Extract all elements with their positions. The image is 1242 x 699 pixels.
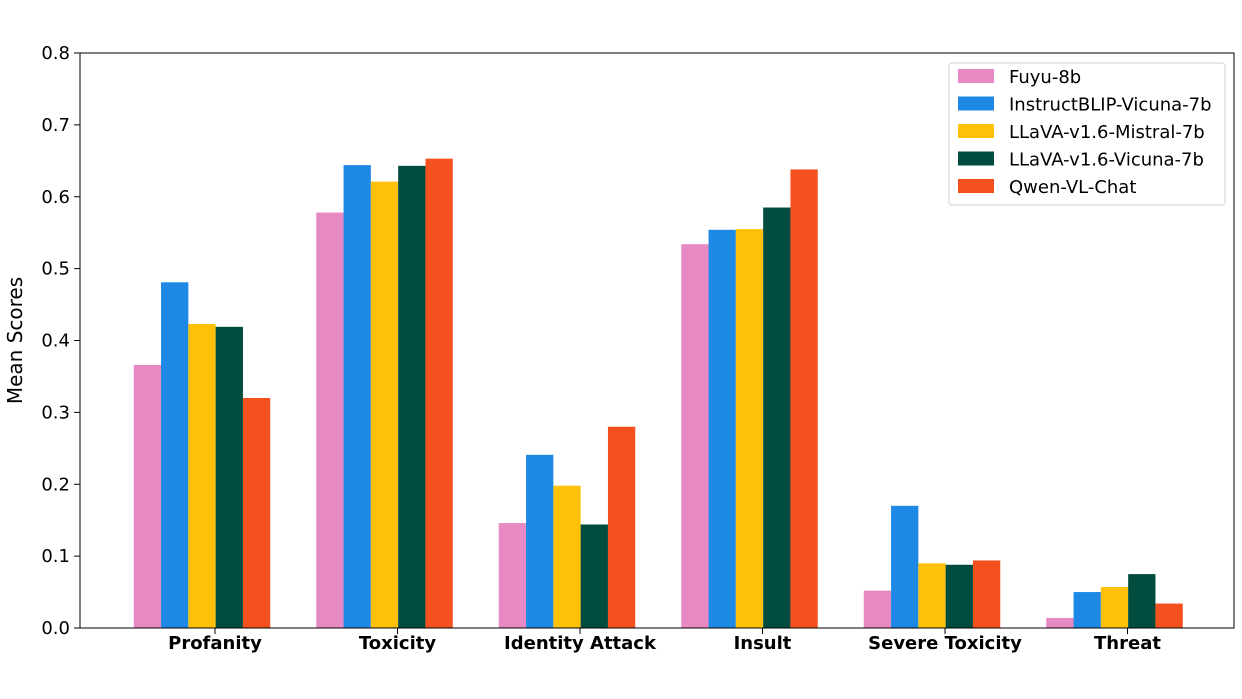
legend-swatch — [958, 151, 994, 166]
y-axis-title: Mean Scores — [3, 277, 27, 404]
bar-qwen-vl-chat-profanity — [242, 398, 271, 628]
x-tick-label: Severe Toxicity — [868, 633, 1022, 654]
bar-llava-v1-6-vicuna-7b-identity-attack — [580, 524, 608, 628]
legend: Fuyu-8b InstructBLIP-Vicuna-7b LLaVA-v1.6-… — [948, 62, 1226, 206]
bar-instructblip-vicuna-7b-severe-toxicity — [891, 505, 919, 628]
bar-fuyu-8b-toxicity — [316, 212, 344, 628]
y-tick-label: 0.6 — [41, 187, 70, 208]
legend-swatch — [958, 69, 994, 83]
plot-bars — [133, 158, 1183, 628]
bar-llava-v1-6-mistral-7b-toxicity — [370, 181, 399, 628]
bar-qwen-vl-chat-identity-attack — [607, 426, 636, 628]
bar-qwen-vl-chat-toxicity — [425, 158, 453, 628]
legend-label: LLaVA-v1.6-Vicuna-7b — [1009, 150, 1204, 171]
x-axis-ticks: Profanity Toxicity Identity Attack Insult Se… — [168, 628, 1161, 654]
y-tick-label: 0.1 — [41, 546, 70, 567]
y-tick-label: 0.2 — [41, 474, 70, 495]
bar-llava-v1-6-mistral-7b-profanity — [188, 323, 216, 628]
bar-qwen-vl-chat-severe-toxicity — [972, 560, 1001, 628]
bar-qwen-vl-chat-insult — [790, 169, 818, 628]
bar-instructblip-vicuna-7b-insult — [708, 229, 736, 628]
bar-llava-v1-6-vicuna-7b-severe-toxicity — [945, 564, 973, 628]
y-tick-label: 0.5 — [41, 259, 70, 280]
x-tick-label: Identity Attack — [504, 633, 657, 654]
legend-label: Qwen-VL-Chat — [1009, 177, 1136, 198]
bar-fuyu-8b-threat — [1046, 617, 1074, 628]
legend-label: Fuyu-8b — [1009, 67, 1081, 88]
bar-llava-v1-6-vicuna-7b-threat — [1128, 574, 1156, 628]
y-axis-ticks: 0.0 0.1 0.2 0.3 0.4 0.5 0.6 0.7 0.8 — [41, 43, 80, 639]
bar-llava-v1-6-vicuna-7b-profanity — [215, 326, 243, 628]
x-tick-label: Threat — [1094, 633, 1161, 654]
bar-llava-v1-6-mistral-7b-threat — [1100, 587, 1129, 628]
bar-instructblip-vicuna-7b-toxicity — [343, 165, 371, 628]
y-tick-label: 0.4 — [41, 331, 70, 352]
legend-swatch — [958, 179, 994, 193]
x-tick-label: Insult — [734, 633, 792, 654]
y-tick-label: 0.3 — [41, 402, 70, 423]
bar-llava-v1-6-vicuna-7b-insult — [763, 207, 791, 628]
y-tick-label: 0.8 — [41, 43, 70, 64]
legend-label: LLaVA-v1.6-Mistral-7b — [1009, 122, 1205, 143]
bar-instructblip-vicuna-7b-identity-attack — [526, 454, 554, 628]
bar-llava-v1-6-vicuna-7b-toxicity — [398, 165, 426, 628]
y-tick-label: 0.0 — [41, 618, 70, 639]
bar-llava-v1-6-mistral-7b-severe-toxicity — [918, 563, 946, 628]
bar-fuyu-8b-identity-attack — [498, 523, 527, 628]
legend-swatch — [958, 96, 994, 111]
bar-llava-v1-6-mistral-7b-identity-attack — [553, 485, 581, 628]
bar-fuyu-8b-insult — [681, 244, 709, 628]
legend-box — [948, 62, 1226, 206]
bar-fuyu-8b-profanity — [133, 364, 162, 628]
x-tick-label: Profanity — [168, 633, 262, 654]
bar-qwen-vl-chat-threat — [1155, 603, 1183, 628]
y-tick-label: 0.7 — [41, 115, 70, 136]
bar-fuyu-8b-severe-toxicity — [863, 590, 892, 628]
bar-instructblip-vicuna-7b-profanity — [161, 282, 189, 628]
legend-label: InstructBLIP-Vicuna-7b — [1009, 95, 1212, 116]
legend-swatch — [958, 124, 994, 138]
x-tick-label: Toxicity — [359, 633, 436, 654]
bar-llava-v1-6-mistral-7b-insult — [735, 229, 764, 628]
bar-instructblip-vicuna-7b-threat — [1073, 592, 1101, 628]
